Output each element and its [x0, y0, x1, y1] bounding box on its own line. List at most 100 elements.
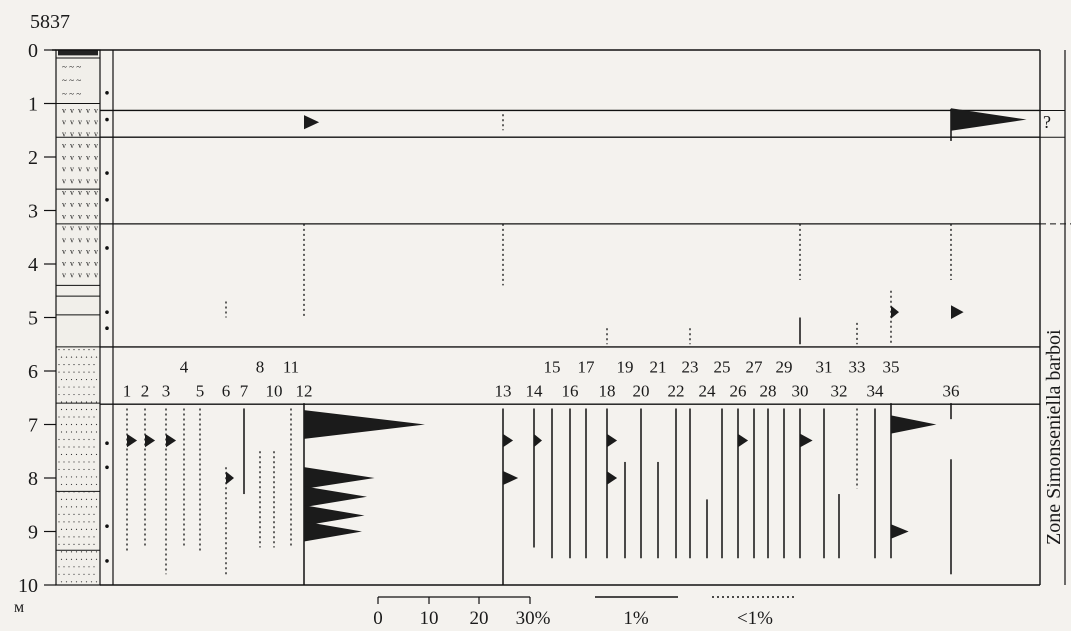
- sand-dot: [60, 506, 63, 508]
- sand-dot: [93, 349, 95, 351]
- sand-dot: [83, 566, 85, 568]
- sand-dot: [63, 349, 65, 351]
- taxon-number: 23: [682, 358, 699, 377]
- sand-dot: [70, 483, 73, 486]
- volcanic-mark: v: [94, 247, 98, 256]
- sand-dot: [83, 363, 85, 366]
- sand-dot: [90, 551, 93, 553]
- volcanic-mark: v: [70, 153, 74, 162]
- sand-dot: [63, 573, 65, 575]
- volcanic-mark: v: [86, 259, 90, 268]
- sand-dot: [73, 491, 75, 493]
- sand-dot: [95, 476, 98, 478]
- sand-dot: [78, 446, 80, 448]
- taxon-number: 33: [849, 358, 866, 377]
- sand-dot: [73, 521, 75, 523]
- sand-dot: [80, 378, 83, 381]
- peak-taxon-12: [304, 486, 367, 508]
- sand-dot: [78, 513, 80, 515]
- sand-dot: [70, 551, 73, 553]
- sand-dot: [93, 543, 95, 545]
- volcanic-mark: v: [94, 176, 98, 185]
- sand-dot: [60, 423, 63, 426]
- sand-dot: [73, 393, 75, 396]
- taxon-number: 22: [668, 382, 685, 401]
- peak-taxon-12: [304, 467, 375, 489]
- sand-dot: [93, 446, 95, 448]
- clay-mark: ~ ~ ~: [62, 75, 81, 85]
- volcanic-mark: v: [94, 271, 98, 280]
- taxon-number: 30: [792, 382, 809, 401]
- top-bed: [58, 50, 98, 56]
- sand-dot: [90, 506, 93, 508]
- sand-dot: [63, 446, 65, 448]
- sand-dot: [68, 416, 70, 418]
- sand-dot: [60, 483, 63, 486]
- volcanic-mark: v: [78, 129, 82, 138]
- sand-dot: [58, 386, 60, 388]
- taxon-number: 31: [816, 358, 833, 377]
- volcanic-mark: v: [86, 106, 90, 115]
- sand-dot: [88, 386, 90, 388]
- sand-dot: [80, 423, 83, 426]
- section-id: 5837: [30, 11, 70, 33]
- sand-dot: [73, 416, 75, 418]
- sand-dot: [68, 491, 70, 493]
- volcanic-mark: v: [78, 153, 82, 162]
- sand-dot: [60, 453, 63, 456]
- sand-dot: [65, 498, 68, 500]
- sand-dot: [83, 393, 85, 396]
- sand-dot: [95, 401, 98, 403]
- sand-dot: [75, 423, 78, 426]
- sand-dot: [88, 521, 90, 523]
- sand-dot: [65, 551, 68, 553]
- sand-dot: [68, 438, 70, 441]
- volcanic-mark: v: [70, 212, 74, 221]
- sand-dot: [63, 543, 65, 545]
- sand-dot: [70, 356, 73, 358]
- sand-dot: [73, 543, 75, 545]
- sand-dot: [78, 416, 80, 418]
- clay-mark: ~ ~ ~: [62, 62, 81, 72]
- volcanic-mark: v: [70, 200, 74, 209]
- sand-dot: [93, 573, 95, 575]
- volcanic-mark: v: [62, 224, 66, 233]
- depth-tick-label: 7: [28, 415, 38, 437]
- sand-dot: [73, 446, 75, 448]
- depth-tick-label: 0: [28, 40, 38, 62]
- sand-dot: [85, 378, 88, 381]
- sand-dot: [58, 363, 60, 366]
- sand-dot: [75, 483, 78, 486]
- sand-dot: [58, 416, 60, 418]
- sand-dot: [58, 513, 60, 515]
- taxon-number: 27: [746, 358, 764, 377]
- sand-dot: [83, 573, 85, 575]
- sand-dot: [90, 431, 93, 433]
- sand-dot: [93, 468, 95, 471]
- sand-dot: [68, 446, 70, 448]
- volcanic-mark: v: [78, 188, 82, 197]
- taxon-number: 10: [266, 382, 283, 401]
- sand-dot: [75, 431, 78, 433]
- volcanic-mark: v: [70, 271, 74, 280]
- volcanic-mark: v: [70, 176, 74, 185]
- taxon-number: 21: [650, 358, 667, 377]
- sand-dot: [68, 566, 70, 568]
- sand-dot: [68, 363, 70, 366]
- zone-label: Zone Simonseniella barboi: [1043, 329, 1065, 545]
- sand-dot: [73, 363, 75, 366]
- sand-dot: [65, 356, 68, 358]
- sand-dot: [85, 581, 88, 583]
- peak-taxon-35: [891, 524, 909, 539]
- sand-dot: [65, 528, 68, 530]
- sand-dot: [93, 363, 95, 366]
- sand-dot: [63, 438, 65, 441]
- taxon-number: 36: [943, 382, 960, 401]
- volcanic-mark: v: [78, 224, 82, 233]
- sand-dot: [90, 356, 93, 358]
- sand-dot: [60, 356, 63, 358]
- sand-dot: [73, 386, 75, 388]
- sand-dot: [65, 506, 68, 508]
- volcanic-mark: v: [62, 118, 66, 127]
- sand-dot: [60, 378, 63, 381]
